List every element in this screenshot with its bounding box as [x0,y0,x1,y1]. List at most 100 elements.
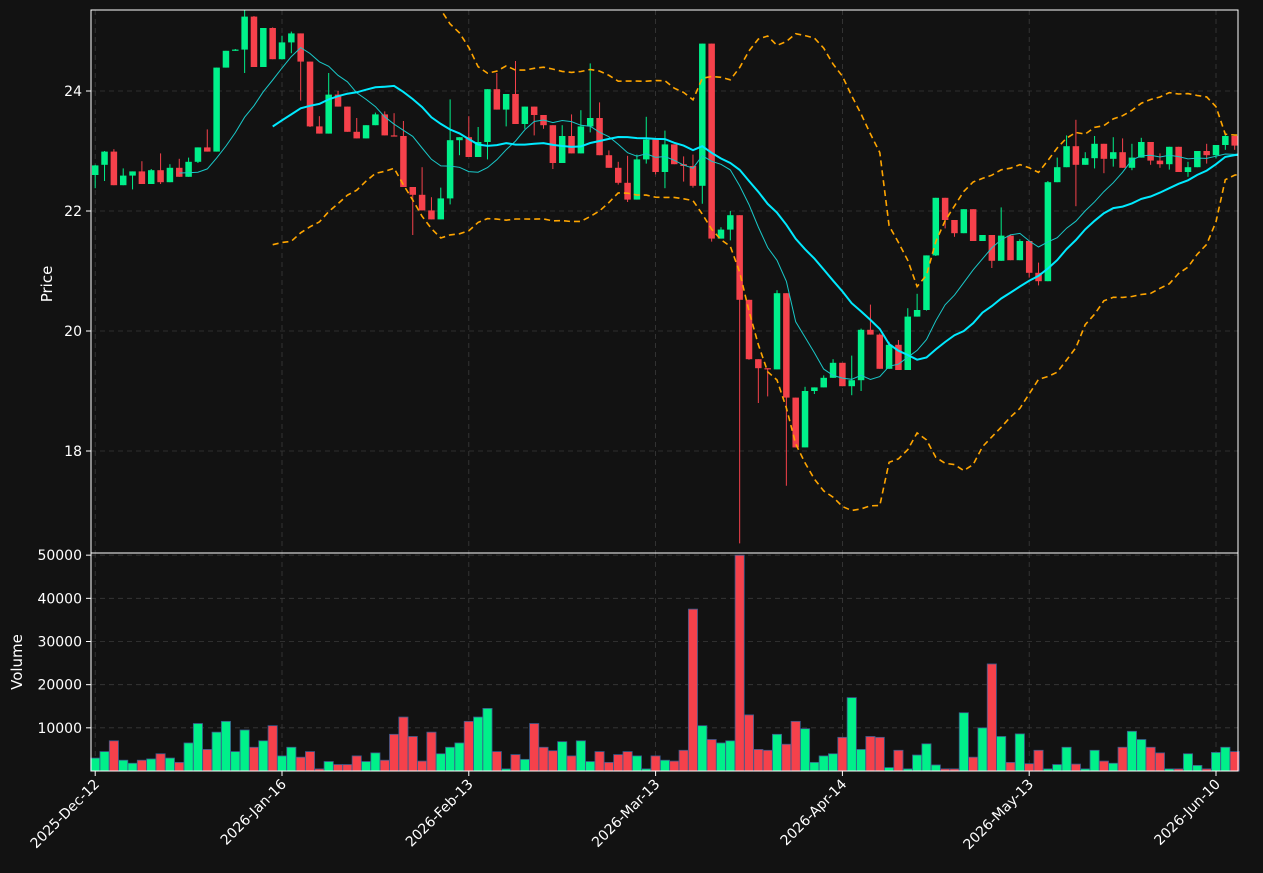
volume-bar [1192,764,1203,772]
candle-down [1025,241,1033,273]
candle-up [979,235,986,241]
candle-up [643,139,650,160]
candle-down [418,194,426,211]
candle-up [820,377,827,388]
volume-bar [613,754,624,772]
candle-up [232,49,239,51]
volume-bar [361,761,372,772]
candle-down [250,16,258,68]
volume-bar [996,736,1007,772]
volume-bar [445,746,456,772]
candle-down [1119,152,1126,168]
candle-up [474,142,482,157]
volume-bar [538,746,549,772]
candle-down [381,114,388,136]
volume-bar [1220,746,1231,772]
volume-bar [426,731,437,772]
candle-down [390,135,398,137]
volume-bar [248,746,259,772]
volume-bar [1108,762,1119,772]
volume-bar [491,751,502,772]
volume-bar [744,714,755,772]
volume-bar [669,760,680,772]
candle-up [717,229,725,239]
candle-down [969,209,977,241]
candle-up [1138,142,1145,158]
volume-bar [800,728,811,772]
candle-down [839,362,846,387]
candle-down [530,106,538,115]
volume-bar [136,759,147,772]
indicators [179,10,1238,512]
volume-bar [295,756,306,772]
candle-down [1203,151,1210,156]
volume-bar [473,716,484,772]
volume-bar [706,739,717,772]
volume-bar [146,758,157,772]
volume-bar [407,736,418,772]
candle-down [1147,142,1154,161]
candle-up [166,167,174,183]
candle-down [745,299,753,360]
volume-bar [575,740,586,772]
price-tick-label: 20 [64,324,82,340]
candle-down [624,182,631,200]
candle-down [512,94,519,124]
candle-down [671,144,678,165]
candle-down [605,155,613,168]
volume-bar [463,720,474,772]
candle-down [204,147,211,152]
candle-down [176,167,183,177]
candle-down [1100,143,1108,159]
volume-bar [1182,753,1193,772]
candle-up [91,165,99,175]
candle-up [1110,152,1117,159]
candle-down [269,28,276,60]
candle-up [1194,151,1201,168]
volume-panel-frame [90,552,1239,772]
price-tick-label: 18 [64,444,82,460]
candle-up [456,137,463,141]
candle-down [652,139,659,172]
volume-bar [1126,730,1137,772]
candle-up [147,170,155,184]
candle-up [885,344,893,369]
candle-down [941,197,949,220]
price-y-axis: 18 20 22 24 [64,84,91,460]
candle-up [577,126,585,154]
volume-bar [884,767,895,772]
volume-tick-label: 10000 [37,721,82,737]
volume-bar [1061,746,1072,772]
volume-bar [781,743,792,772]
candle-up [913,310,921,317]
volume-bar [725,740,736,772]
candle-down [708,43,715,239]
volume-bar [482,708,493,772]
volume-bar [687,608,698,772]
candle-down [428,210,435,220]
candle-up [1222,136,1229,145]
candle-up [848,380,855,387]
candle-down [409,187,417,195]
candle-up [101,151,108,165]
sma-fast-line [179,46,1238,381]
volume-bar [305,751,316,772]
volume-bar [211,731,222,772]
volume-bar [958,712,969,772]
volume-bar [398,716,409,772]
volume-bar [846,697,857,772]
candle-down [568,136,575,154]
candle-up [829,362,837,378]
candle-up [288,33,295,43]
candle-down [764,368,771,370]
candle-up [362,125,370,139]
volume-bar [230,751,241,772]
candle-up [437,198,445,220]
candle-up [633,159,641,200]
volume-bar [818,755,829,772]
candle-up [446,140,454,199]
candle-up [773,293,781,370]
price-axis-label: Price [38,266,56,303]
candle-down [783,293,790,398]
